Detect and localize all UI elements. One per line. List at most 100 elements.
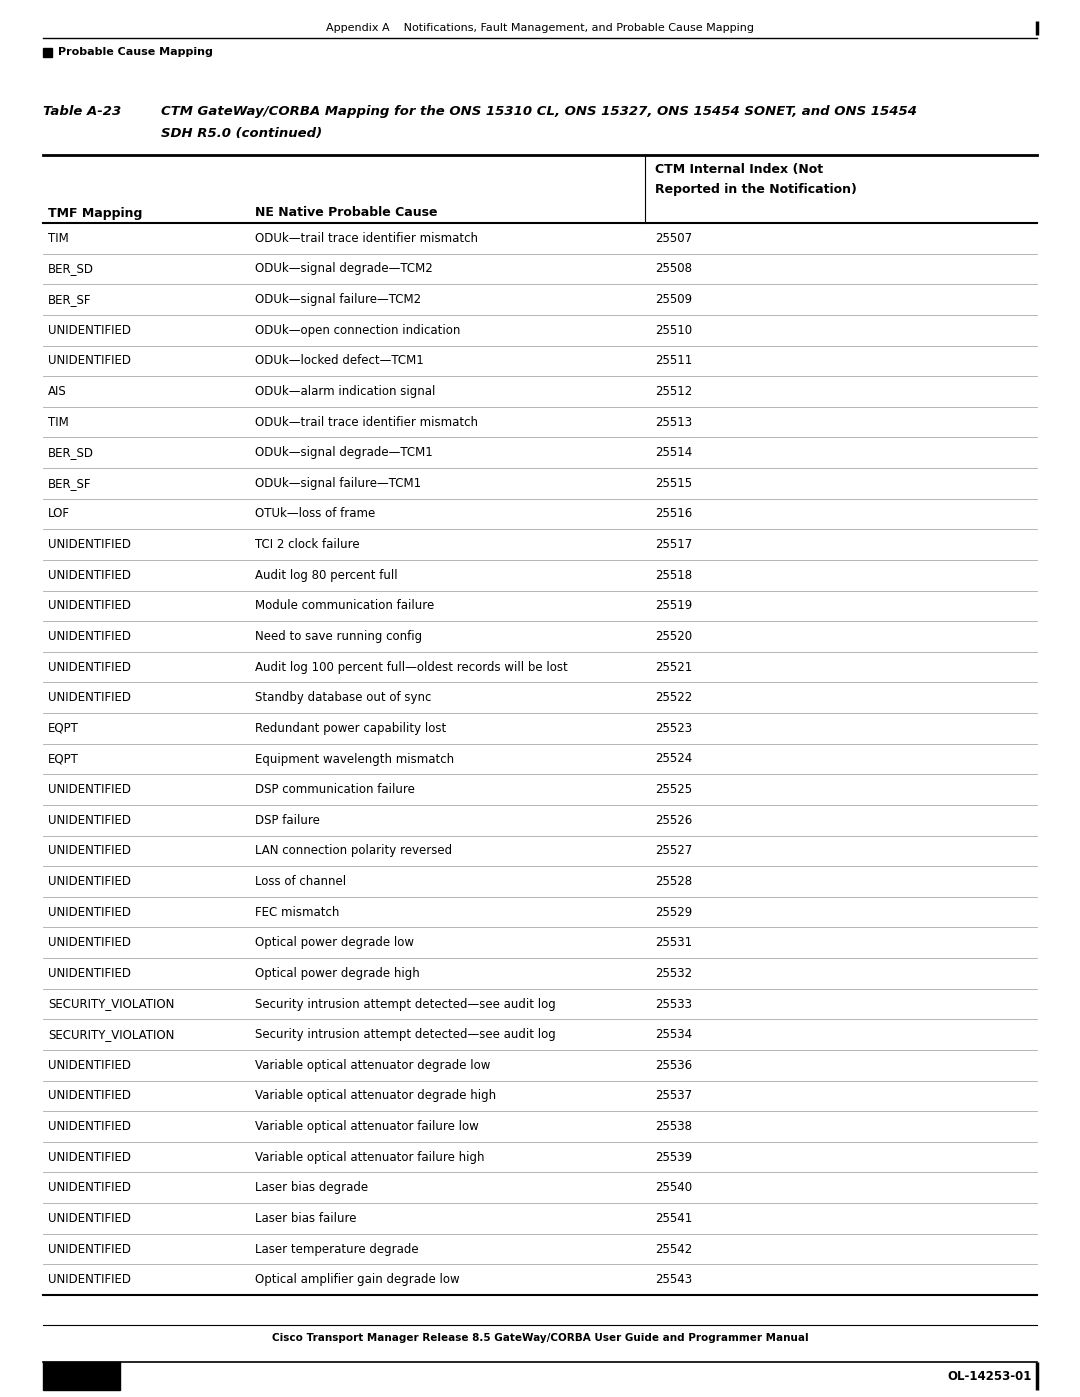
Text: 25516: 25516 (654, 507, 692, 521)
Text: 25541: 25541 (654, 1213, 692, 1225)
Text: UNIDENTIFIED: UNIDENTIFIED (48, 1273, 131, 1287)
Text: LOF: LOF (48, 507, 70, 521)
Text: 25528: 25528 (654, 875, 692, 888)
Text: TMF Mapping: TMF Mapping (48, 207, 143, 219)
Text: CTM Internal Index (Not: CTM Internal Index (Not (654, 163, 823, 176)
Text: Redundant power capability lost: Redundant power capability lost (255, 722, 446, 735)
Text: ODUk—trail trace identifier mismatch: ODUk—trail trace identifier mismatch (255, 232, 478, 244)
Text: 25513: 25513 (654, 415, 692, 429)
Text: 25518: 25518 (654, 569, 692, 581)
Text: 25529: 25529 (654, 905, 692, 919)
Text: Loss of channel: Loss of channel (255, 875, 346, 888)
Text: 25524: 25524 (654, 753, 692, 766)
Text: Variable optical attenuator failure high: Variable optical attenuator failure high (255, 1151, 485, 1164)
Text: Appendix A    Notifications, Fault Management, and Probable Cause Mapping: Appendix A Notifications, Fault Manageme… (326, 22, 754, 34)
Text: Laser bias failure: Laser bias failure (255, 1213, 356, 1225)
Text: BER_SD: BER_SD (48, 446, 94, 460)
Text: Table A-23: Table A-23 (43, 105, 121, 117)
Text: 25507: 25507 (654, 232, 692, 244)
Text: UNIDENTIFIED: UNIDENTIFIED (48, 1182, 131, 1194)
Text: ODUk—signal failure—TCM1: ODUk—signal failure—TCM1 (255, 476, 421, 490)
Text: 25539: 25539 (654, 1151, 692, 1164)
Text: EQPT: EQPT (48, 722, 79, 735)
Text: TIM: TIM (48, 232, 69, 244)
Text: Variable optical attenuator degrade high: Variable optical attenuator degrade high (255, 1090, 496, 1102)
Text: TCI 2 clock failure: TCI 2 clock failure (255, 538, 360, 550)
Text: Security intrusion attempt detected—see audit log: Security intrusion attempt detected—see … (255, 1028, 556, 1041)
Text: Optical power degrade high: Optical power degrade high (255, 967, 420, 979)
Text: UNIDENTIFIED: UNIDENTIFIED (48, 599, 131, 612)
Text: Laser temperature degrade: Laser temperature degrade (255, 1242, 419, 1256)
Text: LAN connection polarity reversed: LAN connection polarity reversed (255, 844, 453, 858)
Text: Variable optical attenuator failure low: Variable optical attenuator failure low (255, 1120, 478, 1133)
Text: OL-14253-01: OL-14253-01 (947, 1369, 1032, 1383)
Text: Optical amplifier gain degrade low: Optical amplifier gain degrade low (255, 1273, 460, 1287)
Text: UNIDENTIFIED: UNIDENTIFIED (48, 784, 131, 796)
Text: UNIDENTIFIED: UNIDENTIFIED (48, 875, 131, 888)
Text: 25542: 25542 (654, 1242, 692, 1256)
Text: DSP failure: DSP failure (255, 814, 320, 827)
Text: 25522: 25522 (654, 692, 692, 704)
Text: UNIDENTIFIED: UNIDENTIFIED (48, 1213, 131, 1225)
Text: 25537: 25537 (654, 1090, 692, 1102)
Text: Optical power degrade low: Optical power degrade low (255, 936, 414, 950)
Text: Probable Cause Mapping: Probable Cause Mapping (58, 47, 213, 57)
Text: UNIDENTIFIED: UNIDENTIFIED (48, 936, 131, 950)
Text: UNIDENTIFIED: UNIDENTIFIED (48, 630, 131, 643)
Text: 25538: 25538 (654, 1120, 692, 1133)
Text: Variable optical attenuator degrade low: Variable optical attenuator degrade low (255, 1059, 490, 1071)
Text: UNIDENTIFIED: UNIDENTIFIED (48, 324, 131, 337)
Text: 25509: 25509 (654, 293, 692, 306)
Text: UNIDENTIFIED: UNIDENTIFIED (48, 905, 131, 919)
Text: SECURITY_VIOLATION: SECURITY_VIOLATION (48, 1028, 174, 1041)
Text: 25543: 25543 (654, 1273, 692, 1287)
Text: SDH R5.0 (continued): SDH R5.0 (continued) (161, 127, 322, 140)
Text: UNIDENTIFIED: UNIDENTIFIED (48, 967, 131, 979)
Text: 25514: 25514 (654, 446, 692, 460)
Text: ODUk—trail trace identifier mismatch: ODUk—trail trace identifier mismatch (255, 415, 478, 429)
Text: UNIDENTIFIED: UNIDENTIFIED (48, 569, 131, 581)
Text: TIM: TIM (48, 415, 69, 429)
Text: UNIDENTIFIED: UNIDENTIFIED (48, 1120, 131, 1133)
Text: ODUk—signal degrade—TCM2: ODUk—signal degrade—TCM2 (255, 263, 433, 275)
Text: DSP communication failure: DSP communication failure (255, 784, 415, 796)
Text: ODUk—alarm indication signal: ODUk—alarm indication signal (255, 386, 435, 398)
Text: FEC mismatch: FEC mismatch (255, 905, 339, 919)
Text: EQPT: EQPT (48, 753, 79, 766)
Bar (43, 1362, 120, 1390)
Text: 25510: 25510 (654, 324, 692, 337)
Text: Standby database out of sync: Standby database out of sync (255, 692, 431, 704)
Text: UNIDENTIFIED: UNIDENTIFIED (48, 1151, 131, 1164)
Text: UNIDENTIFIED: UNIDENTIFIED (48, 1059, 131, 1071)
Text: 25508: 25508 (654, 263, 692, 275)
Text: 25527: 25527 (654, 844, 692, 858)
Text: UNIDENTIFIED: UNIDENTIFIED (48, 844, 131, 858)
Text: 25532: 25532 (654, 967, 692, 979)
Text: UNIDENTIFIED: UNIDENTIFIED (48, 355, 131, 367)
Text: UNIDENTIFIED: UNIDENTIFIED (48, 1242, 131, 1256)
Text: BER_SF: BER_SF (48, 293, 92, 306)
Text: 25515: 25515 (654, 476, 692, 490)
Text: UNIDENTIFIED: UNIDENTIFIED (48, 692, 131, 704)
Text: BER_SF: BER_SF (48, 476, 92, 490)
Text: 25533: 25533 (654, 997, 692, 1010)
Text: CTM GateWay/CORBA Mapping for the ONS 15310 CL, ONS 15327, ONS 15454 SONET, and : CTM GateWay/CORBA Mapping for the ONS 15… (161, 105, 917, 117)
Text: ODUk—locked defect—TCM1: ODUk—locked defect—TCM1 (255, 355, 423, 367)
Text: ODUk—signal degrade—TCM1: ODUk—signal degrade—TCM1 (255, 446, 433, 460)
Text: SECURITY_VIOLATION: SECURITY_VIOLATION (48, 997, 174, 1010)
Text: 25511: 25511 (654, 355, 692, 367)
Text: Reported in the Notification): Reported in the Notification) (654, 183, 856, 197)
Text: Audit log 100 percent full—oldest records will be lost: Audit log 100 percent full—oldest record… (255, 661, 568, 673)
Text: 25534: 25534 (654, 1028, 692, 1041)
Text: Module communication failure: Module communication failure (255, 599, 434, 612)
Text: 25531: 25531 (654, 936, 692, 950)
Text: UNIDENTIFIED: UNIDENTIFIED (48, 538, 131, 550)
Text: NE Native Probable Cause: NE Native Probable Cause (255, 207, 437, 219)
Text: ODUk—signal failure—TCM2: ODUk—signal failure—TCM2 (255, 293, 421, 306)
Text: UNIDENTIFIED: UNIDENTIFIED (48, 814, 131, 827)
Text: 25536: 25536 (654, 1059, 692, 1071)
Text: 25523: 25523 (654, 722, 692, 735)
Text: Laser bias degrade: Laser bias degrade (255, 1182, 368, 1194)
Text: BER_SD: BER_SD (48, 263, 94, 275)
Text: 25519: 25519 (654, 599, 692, 612)
